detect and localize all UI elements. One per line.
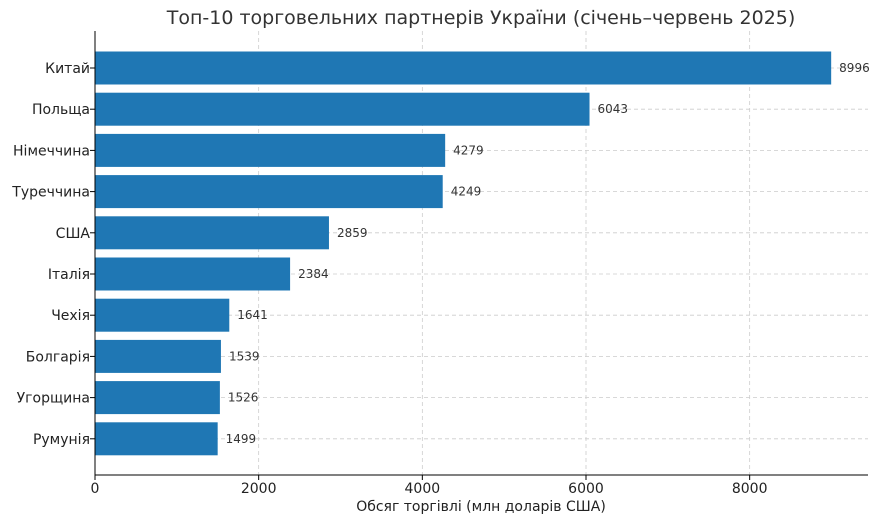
y-tick-label: Чехія [51,308,90,324]
tick-labels: 0 2000 4000 6000 8000 Китай 8996 Польща 6043 Німе… [11,61,869,497]
bar [95,381,220,415]
y-tick-label: США [56,226,91,242]
x-tick-label: 4000 [405,481,441,497]
x-tick-label: 8000 [732,481,768,497]
data-label: 1526 [228,391,259,405]
bar [95,339,221,373]
bar [95,175,443,209]
y-tick-label: Італія [48,267,90,283]
data-label: 8996 [839,61,870,75]
y-tick-label: Німеччина [13,143,90,159]
chart-title: Топ-10 торговельних партнерів України (с… [166,7,796,29]
data-label: 4249 [451,185,482,199]
x-tick-label: 0 [91,481,100,497]
data-label: 1641 [237,308,268,322]
data-label: 6043 [598,102,629,116]
y-tick-label: Болгарія [26,349,90,365]
y-tick-label: Польща [32,102,90,118]
data-label: 1539 [229,349,260,363]
data-label: 1499 [226,432,257,446]
y-tick-label: Румунія [33,432,90,448]
data-label: 2859 [337,226,368,240]
y-tick-label: Угорщина [17,391,90,407]
data-label: 2384 [298,267,329,281]
bar [95,92,590,126]
bars [95,51,832,456]
bar [95,216,329,250]
data-label: 4279 [453,143,484,157]
bar [95,257,291,291]
x-tick-label: 6000 [568,481,604,497]
bar [95,51,832,85]
axes [94,31,868,476]
x-tick-label: 2000 [241,481,277,497]
bar [95,133,446,167]
x-axis-label: Обсяг торгівлі (млн доларів США) [356,499,606,515]
y-tick-label: Туреччина [11,185,90,201]
bar [95,422,218,456]
y-tick-label: Китай [45,61,90,77]
bar [95,298,230,332]
